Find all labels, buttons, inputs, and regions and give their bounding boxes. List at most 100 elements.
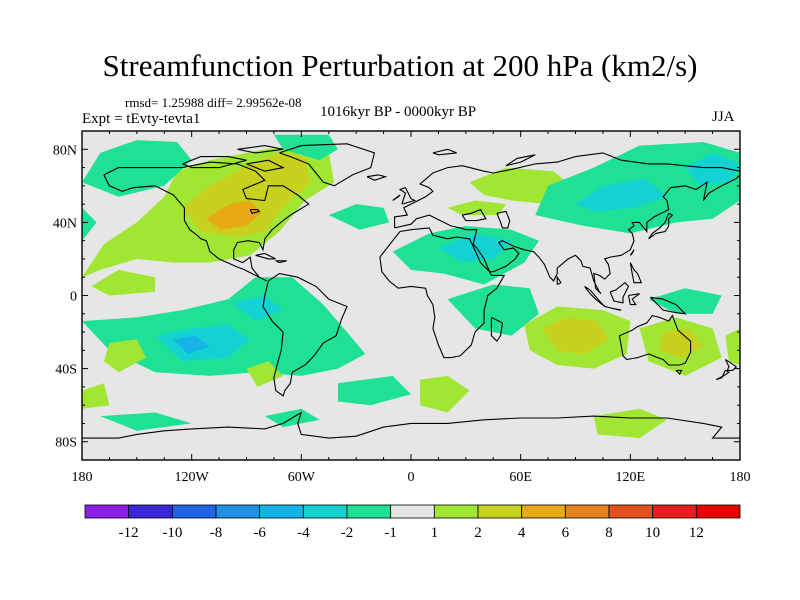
colorbar-label: -12: [119, 525, 139, 541]
x-tick-label: 0: [408, 470, 415, 485]
coastline: [556, 275, 562, 285]
x-tick-label: 120W: [175, 470, 210, 485]
field-region: [91, 269, 156, 296]
period-label: 1016kyr BP - 0000kyr BP: [320, 104, 477, 120]
field-region: [173, 335, 210, 354]
colorbar-label: 4: [518, 525, 526, 541]
coastline: [262, 273, 348, 397]
colorbar-label: -6: [253, 525, 266, 541]
coastline: [249, 209, 261, 214]
colorbar-swatch: [477, 504, 523, 519]
coastline: [629, 249, 635, 256]
season-label: JJA: [712, 109, 735, 125]
field-region: [648, 288, 722, 314]
coastline: [461, 208, 487, 222]
field-region: [659, 328, 704, 358]
coastline: [627, 293, 640, 306]
colorbar-label: 1: [431, 525, 439, 541]
colorbar-swatch: [128, 504, 173, 519]
field-region: [420, 375, 470, 413]
colorbar-swatch: [695, 504, 741, 519]
x-tick-label: 180: [730, 470, 751, 485]
colorbar-swatch: [259, 504, 304, 519]
coastline: [392, 194, 401, 201]
field-region: [447, 284, 539, 336]
field-region: [725, 328, 740, 365]
colorbar-swatch: [608, 504, 654, 519]
field-region: [447, 200, 506, 216]
coastline: [715, 369, 731, 381]
colorbar-label: -1: [384, 525, 397, 541]
coastline: [246, 159, 285, 172]
field-region: [246, 361, 284, 387]
axis-labels: 180 120W 60W 0 60E 120E 180 80N 40N 0 40S 80S: [53, 143, 751, 485]
y-tick-label: 0: [70, 290, 77, 305]
y-tick-label: 40N: [53, 216, 77, 231]
field-region: [231, 295, 284, 322]
colorbar-swatch: [521, 504, 566, 519]
coastline: [103, 161, 310, 282]
y-tick-label: 80S: [55, 436, 77, 451]
coastline: [255, 252, 276, 260]
chart-title: Streamfunction Perturbation at 200 hPa (…: [102, 48, 698, 83]
coastline: [604, 305, 622, 311]
coastline: [675, 369, 683, 376]
x-tick-label: 180: [72, 470, 93, 485]
coastline: [394, 152, 740, 228]
colorbar-label: 10: [645, 525, 660, 541]
x-tick-label: 60E: [509, 470, 532, 485]
coastline: [237, 145, 284, 154]
coastlines: [82, 143, 740, 439]
colorbar-label: 6: [562, 525, 570, 541]
colorbar-label: -2: [341, 525, 354, 541]
coastline: [182, 156, 247, 169]
field-region: [283, 163, 305, 186]
colorbar-label: -4: [297, 525, 310, 541]
field-region: [438, 233, 512, 263]
stats-label: rmsd= 1.25988 diff= 2.99562e-08: [125, 95, 302, 110]
field-region: [103, 339, 146, 373]
colorbar-label: 8: [605, 525, 613, 541]
coastline: [629, 262, 643, 284]
field-region: [100, 412, 192, 431]
coastline: [505, 154, 536, 167]
coastline: [82, 411, 740, 439]
coastline: [724, 359, 738, 371]
x-tick-label: 60W: [288, 470, 316, 485]
coastline: [490, 316, 503, 343]
x-tick-label: 120E: [616, 470, 646, 485]
colorbar-swatch: [346, 504, 392, 519]
coastline: [379, 227, 506, 359]
colorbar-swatch: [171, 504, 217, 519]
field-layer: [82, 134, 740, 439]
field-region: [575, 178, 667, 212]
colorbar-label: 2: [474, 525, 482, 541]
colorbar-swatch: [564, 504, 610, 519]
colorbar-label: -10: [162, 525, 182, 541]
field-region: [82, 207, 97, 241]
field-region: [542, 317, 609, 354]
field-region: [328, 204, 390, 230]
colorbar-label: -8: [210, 525, 223, 541]
colorbar: -12 -10 -8 -6 -4 -2 -1 1 2 4 6 8 10 12: [84, 504, 741, 541]
field-region: [82, 140, 192, 197]
coastline: [279, 143, 376, 187]
field-region: [273, 134, 338, 161]
colorbar-swatch: [652, 504, 697, 519]
colorbar-label: 12: [689, 525, 704, 541]
coastline: [394, 174, 740, 295]
coastline: [650, 296, 687, 315]
coastline: [275, 260, 287, 264]
field-region: [82, 383, 110, 409]
colorbar-swatch: [84, 504, 130, 519]
y-tick-label: 80N: [53, 143, 77, 158]
field-region: [685, 152, 740, 186]
field-region: [593, 408, 667, 439]
axis-ticks: [81, 131, 741, 460]
field-region: [206, 200, 262, 230]
coastline: [398, 187, 417, 205]
coastline: [618, 314, 692, 366]
colorbar-swatch: [302, 504, 348, 519]
coastline: [366, 174, 388, 181]
